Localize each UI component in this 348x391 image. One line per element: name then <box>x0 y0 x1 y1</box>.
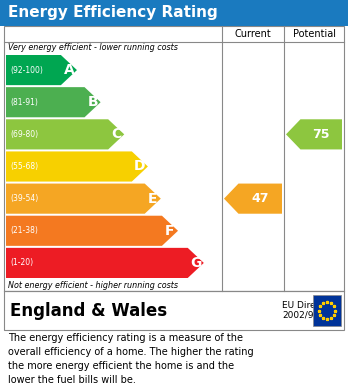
Text: lower the fuel bills will be.: lower the fuel bills will be. <box>8 375 136 385</box>
Polygon shape <box>6 151 148 181</box>
Text: Current: Current <box>235 29 271 39</box>
Text: the more energy efficient the home is and the: the more energy efficient the home is an… <box>8 361 234 371</box>
Text: (92-100): (92-100) <box>10 66 43 75</box>
Text: (69-80): (69-80) <box>10 130 38 139</box>
Text: Energy Efficiency Rating: Energy Efficiency Rating <box>8 5 218 20</box>
Text: E: E <box>148 192 158 206</box>
Text: (39-54): (39-54) <box>10 194 38 203</box>
Bar <box>0 0 348 26</box>
Polygon shape <box>6 87 101 117</box>
Text: overall efficiency of a home. The higher the rating: overall efficiency of a home. The higher… <box>8 347 254 357</box>
Text: C: C <box>111 127 121 142</box>
Polygon shape <box>6 216 178 246</box>
Bar <box>313 295 341 326</box>
Polygon shape <box>6 55 77 85</box>
Text: (55-68): (55-68) <box>10 162 38 171</box>
Text: (81-91): (81-91) <box>10 98 38 107</box>
Text: Potential: Potential <box>293 29 335 39</box>
Polygon shape <box>6 183 161 214</box>
Polygon shape <box>224 183 282 214</box>
Polygon shape <box>286 119 342 149</box>
Text: B: B <box>87 95 98 109</box>
Text: EU Directive: EU Directive <box>282 301 338 310</box>
Text: (1-20): (1-20) <box>10 258 33 267</box>
Text: 2002/91/EC: 2002/91/EC <box>282 311 334 320</box>
Text: England & Wales: England & Wales <box>10 301 167 319</box>
Text: G: G <box>190 256 201 270</box>
Text: The energy efficiency rating is a measure of the: The energy efficiency rating is a measur… <box>8 333 243 343</box>
Text: F: F <box>165 224 175 238</box>
Polygon shape <box>6 119 124 149</box>
Text: 75: 75 <box>313 128 330 141</box>
Text: D: D <box>134 160 145 174</box>
Text: (21-38): (21-38) <box>10 226 38 235</box>
Bar <box>4 291 344 330</box>
Polygon shape <box>6 248 204 278</box>
Text: Not energy efficient - higher running costs: Not energy efficient - higher running co… <box>8 280 178 289</box>
Text: Very energy efficient - lower running costs: Very energy efficient - lower running co… <box>8 43 178 52</box>
Bar <box>4 26 344 291</box>
Text: 47: 47 <box>252 192 269 205</box>
Text: A: A <box>64 63 74 77</box>
